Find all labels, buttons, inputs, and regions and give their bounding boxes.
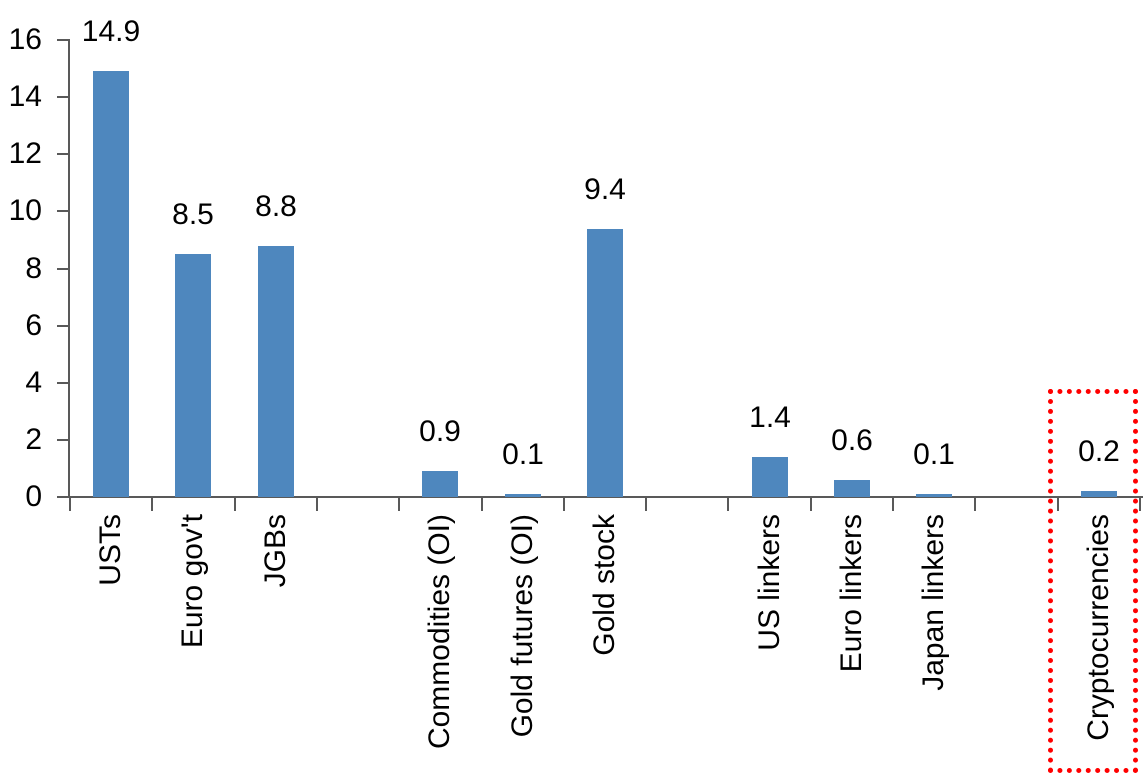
x-axis-tick <box>645 496 648 511</box>
x-axis-tick <box>398 496 401 511</box>
x-axis-tick <box>69 496 71 511</box>
bar-us-linkers <box>752 457 788 497</box>
y-axis-tick <box>57 96 70 99</box>
x-axis-tick <box>1056 496 1059 511</box>
bar-cryptocurrencies <box>1081 491 1117 497</box>
bar-value-label: 8.5 <box>172 198 214 231</box>
bar-japan-linkers <box>916 494 952 497</box>
bar-value-label: 8.8 <box>255 190 297 223</box>
x-axis-line <box>68 496 1143 498</box>
x-category-label: JGBs <box>259 514 292 588</box>
x-axis-tick <box>562 496 565 511</box>
y-axis-line <box>68 40 70 498</box>
bar-value-label: 14.9 <box>81 15 141 48</box>
x-category-label: Gold futures (OI) <box>506 514 539 738</box>
x-axis-tick <box>727 496 730 511</box>
x-axis-tick <box>892 496 895 511</box>
bar-euro-linkers <box>834 480 870 497</box>
bar-value-label: 0.6 <box>831 424 873 457</box>
x-category-label: Euro gov't <box>176 514 209 649</box>
bar-value-label: 0.2 <box>1078 435 1120 468</box>
y-axis-tick-label: 6 <box>25 308 42 342</box>
bar-commodities-oi- <box>422 471 458 497</box>
y-axis-tick-label: 0 <box>25 480 42 513</box>
y-axis-tick <box>57 153 70 156</box>
y-axis-tick-label: 12 <box>8 137 42 171</box>
x-category-label: US linkers <box>753 514 786 651</box>
x-axis-tick <box>151 496 154 511</box>
bar-gold-stock <box>587 229 623 497</box>
x-category-label: Euro linkers <box>835 514 868 673</box>
x-axis-tick <box>974 496 977 511</box>
x-axis-tick <box>315 496 318 511</box>
bar-euro-gov-t <box>175 254 211 497</box>
y-axis-tick-label: 4 <box>25 365 42 399</box>
bar-value-label: 1.4 <box>749 401 791 434</box>
bar-usts <box>93 71 129 497</box>
x-category-label: USTs <box>94 514 127 586</box>
x-category-label: Japan linkers <box>917 514 950 691</box>
y-axis-tick <box>57 210 70 213</box>
bar-value-label: 0.9 <box>419 415 461 448</box>
bar-jgbs <box>258 246 294 497</box>
y-axis-tick-label: 8 <box>25 251 42 285</box>
x-axis-tick <box>480 496 483 511</box>
y-axis-tick <box>57 267 70 270</box>
bar-gold-futures-oi- <box>505 494 541 497</box>
y-axis-tick-label: 10 <box>8 194 42 228</box>
bar-value-label: 0.1 <box>502 438 544 471</box>
x-category-label: Gold stock <box>588 514 621 656</box>
y-axis-tick <box>57 39 70 41</box>
bar-value-label: 9.4 <box>584 173 626 206</box>
y-axis-tick-label: 2 <box>25 422 42 456</box>
y-axis-tick <box>57 438 70 441</box>
x-axis-tick <box>1139 496 1141 511</box>
highlight-box <box>1048 389 1138 773</box>
y-axis-tick <box>57 496 70 498</box>
y-axis-tick-label: 16 <box>8 23 42 56</box>
bar-value-label: 0.1 <box>913 438 955 471</box>
x-axis-tick <box>809 496 812 511</box>
x-category-label: Commodities (OI) <box>423 514 456 750</box>
y-axis-tick <box>57 381 70 384</box>
y-axis-tick <box>57 324 70 327</box>
x-axis-tick <box>233 496 236 511</box>
y-axis-tick-label: 14 <box>8 80 42 114</box>
